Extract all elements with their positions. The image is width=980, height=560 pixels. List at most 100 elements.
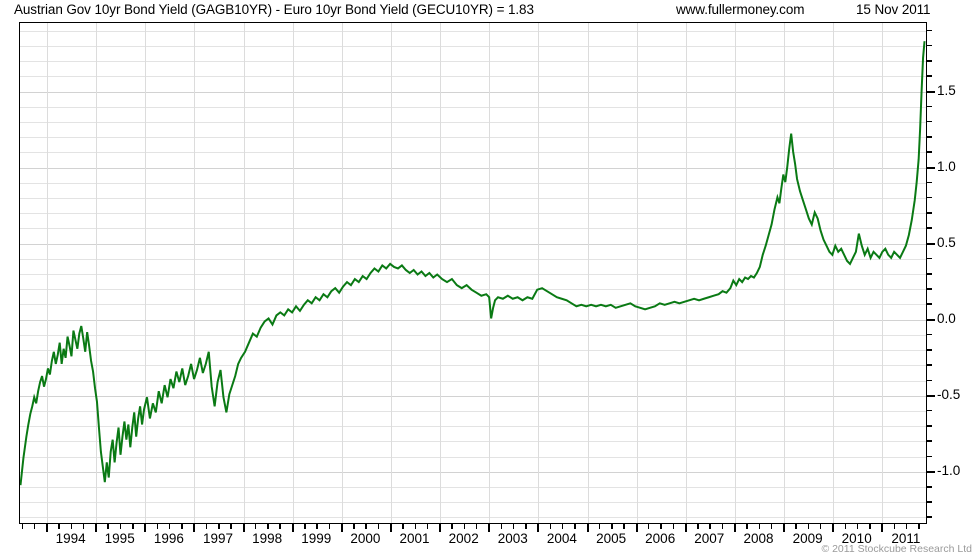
x-axis-tick-major <box>537 524 540 532</box>
y-axis-tick-minor <box>927 196 932 199</box>
y-axis-tick-minor <box>927 409 932 412</box>
y-axis-tick-minor <box>927 120 932 123</box>
y-axis-label: -1.0 <box>937 462 961 478</box>
x-axis-tick-minor <box>156 524 159 529</box>
x-axis-tick-minor <box>844 524 847 529</box>
x-axis-tick-minor <box>70 524 73 529</box>
y-axis-tick-minor <box>927 333 932 336</box>
y-axis-tick-minor <box>927 257 932 260</box>
chart-header: Austrian Gov 10yr Bond Yield (GAGB10YR) … <box>0 0 980 22</box>
x-axis-tick-minor <box>33 524 36 529</box>
y-axis-tick-minor <box>927 44 932 47</box>
gridline-horizontal <box>20 274 926 275</box>
x-axis-tick-minor <box>918 524 920 529</box>
x-axis-label: 2000 <box>350 531 381 546</box>
gridline-vertical <box>882 23 884 523</box>
gridline-vertical <box>784 23 785 523</box>
y-axis-tick-minor <box>927 349 932 351</box>
x-axis-label: 1996 <box>153 531 184 546</box>
x-axis-tick-minor <box>819 524 822 529</box>
gridline-vertical <box>833 23 835 523</box>
y-axis-tick-minor <box>927 227 932 229</box>
y-axis-tick-minor <box>927 60 932 62</box>
y-axis-tick-minor <box>927 486 932 488</box>
gridline-vertical <box>391 23 392 523</box>
x-axis-tick-minor <box>475 524 478 529</box>
y-axis-tick-minor <box>927 455 932 458</box>
gridline-vertical <box>538 23 540 523</box>
y-axis-tick-major <box>927 470 935 473</box>
y-axis-tick-minor <box>927 105 932 108</box>
x-axis-tick-minor <box>672 524 675 529</box>
gridline-vertical <box>145 23 147 523</box>
y-axis-tick-major <box>927 242 935 245</box>
x-axis-tick-major <box>439 524 442 532</box>
gridline-vertical <box>587 23 589 523</box>
gridline-horizontal <box>20 258 926 260</box>
y-axis-tick-minor <box>927 136 932 138</box>
chart-plot-area <box>19 22 927 524</box>
gridline-horizontal <box>20 137 926 139</box>
x-axis-label: 2004 <box>546 531 577 546</box>
gridline-horizontal <box>20 365 926 367</box>
y-axis-tick-minor <box>927 379 932 382</box>
x-axis-label: 2009 <box>792 531 823 546</box>
x-axis-label: 1999 <box>301 531 332 546</box>
x-axis-label: 2003 <box>497 531 528 546</box>
y-axis-tick-minor <box>927 425 932 427</box>
x-axis-tick-minor <box>218 524 220 529</box>
x-axis-tick-minor <box>905 524 908 529</box>
gridline-horizontal <box>20 61 926 62</box>
x-axis-tick-minor <box>647 524 650 529</box>
x-axis-tick-minor <box>21 524 24 529</box>
x-axis-tick-major <box>193 524 196 532</box>
x-axis-tick-major <box>291 524 294 532</box>
gridline-horizontal <box>20 517 926 519</box>
x-axis-tick-major <box>733 524 736 532</box>
gridline-vertical <box>47 23 48 523</box>
y-axis-tick-major <box>927 318 935 321</box>
x-axis-tick-minor <box>697 524 699 529</box>
x-axis-label: 2006 <box>645 531 676 546</box>
x-axis-tick-minor <box>500 524 503 529</box>
gridline-horizontal <box>20 45 926 47</box>
x-axis-tick-major <box>95 524 98 532</box>
y-axis-tick-major <box>927 394 935 397</box>
x-axis-tick-major <box>586 524 589 532</box>
site-url-label: www.fullermoney.com <box>676 2 805 17</box>
gridline-horizontal <box>20 182 926 184</box>
gridline-vertical <box>440 23 442 523</box>
x-axis-tick-major <box>488 524 491 532</box>
x-axis-tick-minor <box>574 524 576 529</box>
y-axis-label: 0.0 <box>937 310 956 326</box>
y-axis-tick-minor <box>927 303 932 305</box>
y-axis-tick-minor <box>927 151 932 153</box>
gridline-vertical <box>292 23 294 523</box>
gridline-vertical <box>734 23 736 523</box>
y-axis-tick-minor <box>927 501 932 503</box>
x-axis-tick-minor <box>353 524 355 529</box>
gridline-horizontal <box>20 91 926 93</box>
y-axis-label: 1.5 <box>937 82 956 98</box>
y-axis-tick-major <box>927 90 935 93</box>
gridline-horizontal <box>20 304 926 306</box>
x-axis-label: 1998 <box>252 531 283 546</box>
x-axis-tick-minor <box>807 524 810 529</box>
gridline-horizontal <box>20 441 926 443</box>
x-axis-label: 2002 <box>448 531 479 546</box>
gridline-horizontal <box>20 395 926 397</box>
x-axis-tick-minor <box>377 524 380 529</box>
y-axis-tick-major <box>927 166 935 169</box>
x-axis-tick-minor <box>598 524 601 529</box>
x-axis-tick-minor <box>304 524 306 529</box>
series-line-spread <box>20 41 926 486</box>
gridline-vertical <box>96 23 98 523</box>
y-axis-label: 1.0 <box>937 158 956 174</box>
x-axis-tick-minor <box>721 524 724 529</box>
x-axis-tick-minor <box>82 524 85 529</box>
x-axis-tick-minor <box>119 524 122 529</box>
x-axis-label: 2011 <box>891 531 921 546</box>
x-axis-tick-minor <box>561 524 564 529</box>
gridline-vertical <box>341 23 343 523</box>
x-axis-tick-minor <box>549 524 552 529</box>
